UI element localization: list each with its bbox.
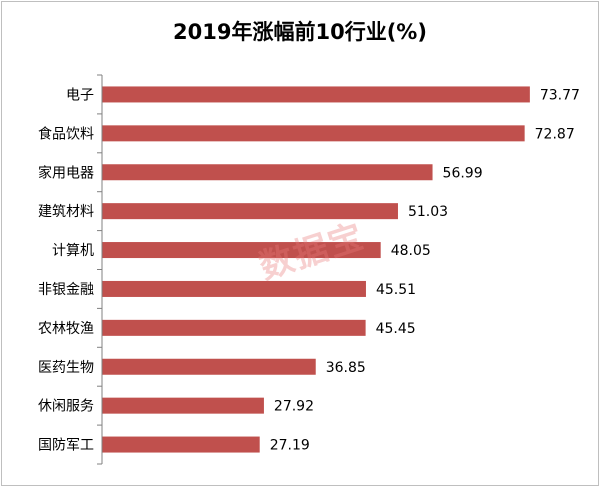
value-label: 72.87 xyxy=(535,126,575,142)
category-label: 家用电器 xyxy=(38,164,94,181)
bar-5 xyxy=(102,242,381,259)
value-label: 36.85 xyxy=(326,360,366,376)
bar-3 xyxy=(102,164,433,181)
value-label: 51.03 xyxy=(408,204,448,220)
category-label: 医药生物 xyxy=(38,360,94,376)
value-label: 56.99 xyxy=(443,165,483,181)
category-label: 食品饮料 xyxy=(38,125,94,142)
category-label: 农林牧渔 xyxy=(38,321,94,337)
value-label: 73.77 xyxy=(540,87,580,103)
value-label: 45.45 xyxy=(376,321,416,337)
category-label: 非银金融 xyxy=(38,282,94,298)
value-label: 27.19 xyxy=(270,438,310,454)
bar-6 xyxy=(102,280,366,297)
bar-7 xyxy=(102,319,366,336)
chart-title: 2019年涨幅前10行业(%) xyxy=(173,20,427,44)
category-label: 计算机 xyxy=(52,243,94,259)
bar-9 xyxy=(102,397,264,414)
value-label: 45.51 xyxy=(376,282,416,298)
bar-10 xyxy=(102,436,260,453)
category-label: 休闲服务 xyxy=(38,399,94,415)
category-label: 建筑材料 xyxy=(38,204,94,220)
bar-1 xyxy=(102,86,530,103)
bar-4 xyxy=(102,203,398,220)
bar-2 xyxy=(102,125,525,142)
category-label: 电子 xyxy=(66,87,94,103)
bar-8 xyxy=(102,358,316,375)
value-label: 27.92 xyxy=(274,399,314,415)
value-label: 48.05 xyxy=(391,243,431,259)
category-label: 国防军工 xyxy=(38,438,94,454)
